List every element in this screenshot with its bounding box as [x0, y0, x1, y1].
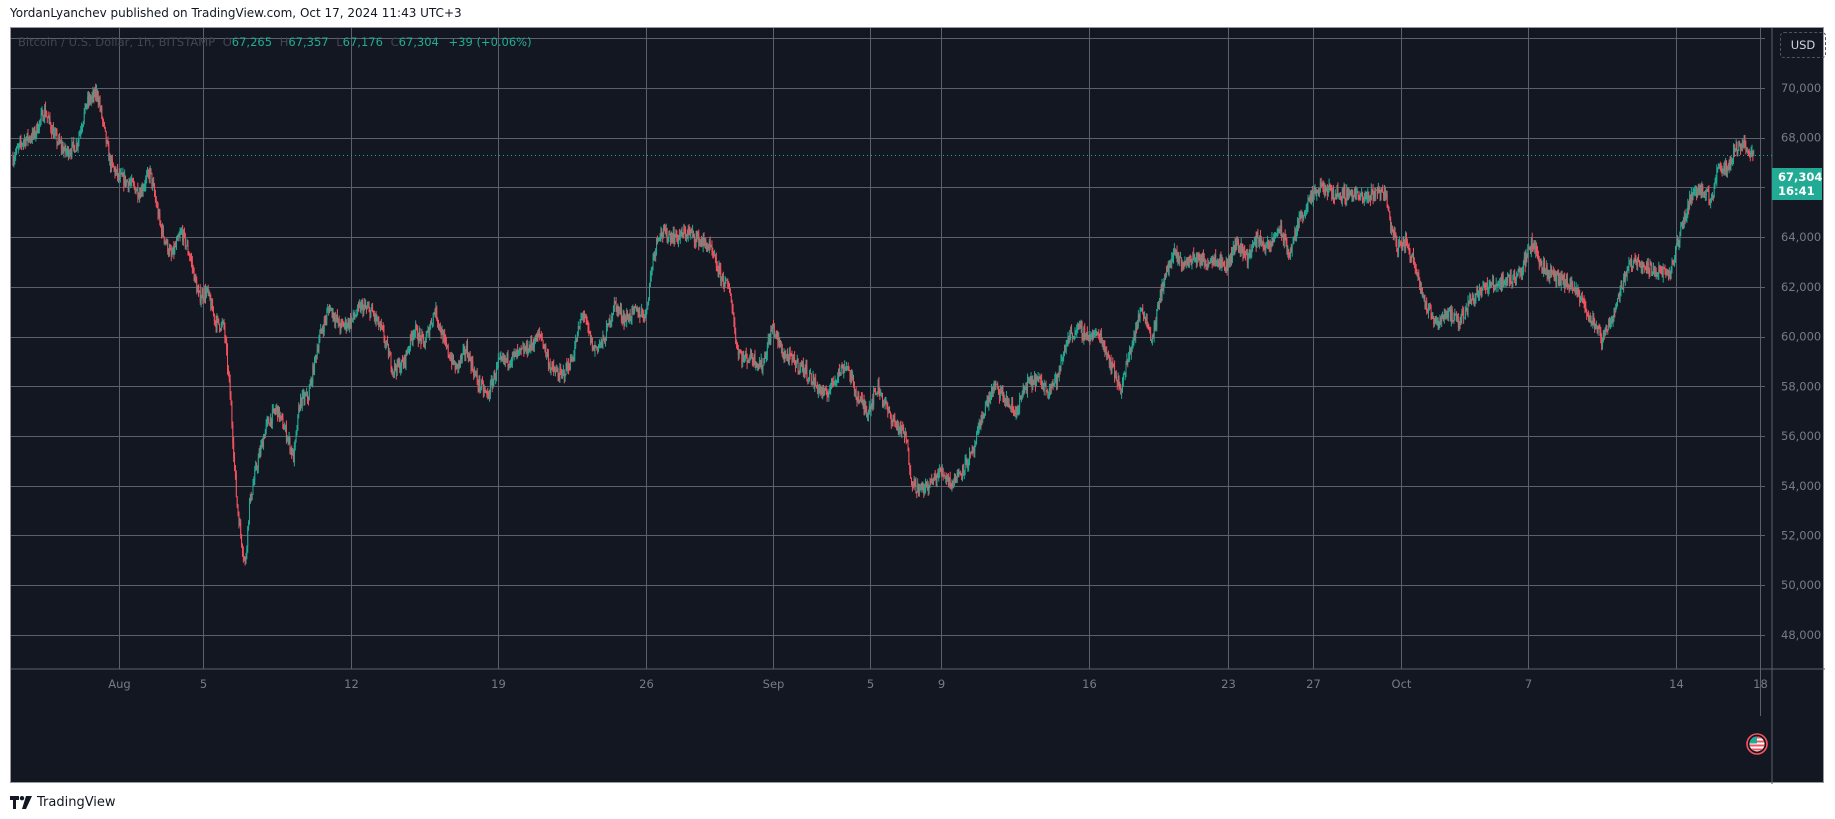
y-axis-label: 58,000	[1781, 379, 1821, 393]
y-axis-label: 70,000	[1781, 81, 1821, 95]
y-axis-label: 64,000	[1781, 230, 1821, 244]
low-label: L	[336, 35, 343, 49]
last-price-value: 67,304	[1778, 170, 1823, 184]
symbol-description[interactable]: Bitcoin / U.S. Dollar, 1h, BITSTAMP	[18, 35, 216, 49]
currency-button[interactable]: USD	[1780, 32, 1826, 58]
y-axis-label: 48,000	[1781, 628, 1821, 642]
us-flag-icon[interactable]	[1746, 733, 1768, 755]
x-axis-label: 19	[491, 677, 506, 691]
open-label: O	[222, 35, 232, 49]
chart-legend: Bitcoin / U.S. Dollar, 1h, BITSTAMP O67,…	[18, 34, 532, 50]
y-axis-label: 50,000	[1781, 578, 1821, 592]
publication-header: YordanLyanchev published on TradingView.…	[10, 6, 462, 20]
x-axis-label: Aug	[108, 677, 130, 691]
bar-countdown: 16:41	[1778, 184, 1815, 198]
tradingview-brand-text: TradingView	[37, 794, 116, 810]
x-axis-label: 12	[344, 677, 359, 691]
y-axis-label: 62,000	[1781, 280, 1821, 294]
x-axis-label: 9	[938, 677, 945, 691]
x-axis-label: Oct	[1392, 677, 1412, 691]
y-axis-label: 56,000	[1781, 429, 1821, 443]
y-axis-label: 52,000	[1781, 528, 1821, 542]
high-value: 67,357	[288, 35, 329, 49]
x-axis-label: 5	[867, 677, 874, 691]
x-axis-label: 7	[1525, 677, 1532, 691]
x-axis-label: 14	[1669, 677, 1684, 691]
open-value: 67,265	[231, 35, 273, 49]
y-axis-label: 60,000	[1781, 330, 1821, 344]
y-axis-label: 68,000	[1781, 131, 1821, 145]
candles	[12, 83, 1755, 566]
last-price-tag: 67,304 16:41	[1772, 168, 1822, 200]
x-axis-label: Sep	[763, 677, 785, 691]
close-label: C	[390, 35, 399, 49]
x-axis-label: 23	[1221, 677, 1236, 691]
x-axis-label: 18	[1753, 677, 1768, 691]
x-axis-label: 26	[639, 677, 654, 691]
tradingview-logo[interactable]: TradingView	[10, 792, 116, 812]
x-axis-label: 5	[200, 677, 207, 691]
x-axis-label: 27	[1306, 677, 1321, 691]
x-axis-label: 16	[1082, 677, 1097, 691]
change-value: +39 (+0.06%)	[448, 35, 532, 49]
y-axis-label: 54,000	[1781, 479, 1821, 493]
close-value: 67,304	[398, 35, 439, 49]
low-value: 67,176	[342, 35, 383, 49]
candlestick-chart[interactable]: 70,00068,00066,00064,00062,00060,00058,0…	[11, 28, 1825, 784]
tradingview-logo-icon	[10, 795, 32, 809]
chart-frame[interactable]: 70,00068,00066,00064,00062,00060,00058,0…	[10, 27, 1825, 784]
high-label: H	[279, 35, 289, 49]
